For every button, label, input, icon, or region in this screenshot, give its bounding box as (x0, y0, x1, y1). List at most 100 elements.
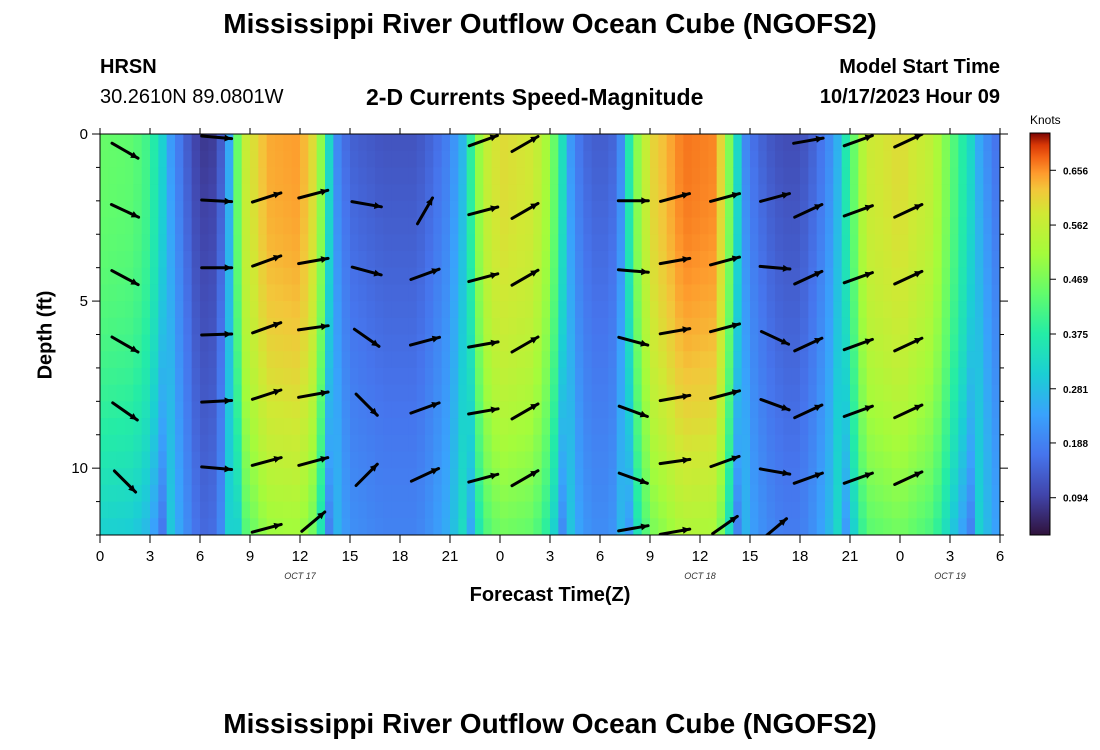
heatmap-cell (400, 217, 409, 235)
current-vector-arrow (250, 456, 283, 467)
heatmap-cell (550, 301, 559, 319)
current-vector-arrow (617, 471, 649, 485)
heatmap-cell (208, 518, 218, 535)
heatmap-cell (416, 384, 426, 402)
heatmap-cell (750, 484, 759, 503)
heatmap-cell (183, 384, 193, 402)
heatmap-cell (916, 301, 926, 319)
heatmap-cell (775, 184, 784, 202)
heatmap-cell (916, 501, 926, 519)
heatmap-cell (491, 418, 501, 436)
heatmap-cell (491, 167, 501, 185)
heatmap-cell (216, 434, 226, 453)
heatmap-cell (300, 334, 309, 352)
heatmap-cell (391, 351, 401, 369)
heatmap-cell (275, 284, 284, 302)
heatmap-cell (733, 267, 743, 285)
heatmap-cell (400, 401, 409, 419)
heatmap-cell (958, 167, 968, 185)
heatmap-cell (800, 250, 809, 269)
heatmap-cell (133, 301, 143, 319)
heatmap-cell (766, 150, 776, 169)
heatmap-cell (883, 401, 893, 419)
heatmap-cell (133, 451, 143, 469)
heatmap-cell (133, 384, 143, 402)
heatmap-cell (333, 484, 343, 503)
heatmap-cell (550, 367, 559, 386)
heatmap-cell (791, 167, 801, 185)
heatmap-cell (550, 501, 559, 519)
heatmap-cell (566, 267, 576, 285)
heatmap-cell (716, 468, 726, 486)
heatmap-cell (875, 267, 884, 285)
heatmap-cell (608, 334, 618, 352)
heatmap-cell (250, 217, 259, 235)
heatmap-cell (225, 234, 234, 252)
heatmap-cell (150, 434, 159, 453)
heatmap-cell (325, 518, 334, 535)
current-vector-arrow (350, 200, 383, 209)
heatmap-cell (650, 284, 659, 302)
current-vector-arrow (793, 336, 824, 353)
heatmap-cell (350, 134, 359, 152)
heatmap-cell (608, 301, 618, 319)
heatmap-cell (700, 301, 709, 319)
heatmap-cell (150, 200, 159, 219)
heatmap-cell (983, 468, 993, 486)
heatmap-cell (391, 284, 401, 302)
heatmap-cell (675, 134, 684, 152)
heatmap-cell (133, 184, 143, 202)
heatmap-cell (825, 200, 834, 219)
heatmap-cell (483, 167, 493, 185)
heatmap-cell (950, 134, 959, 152)
heatmap-cell (425, 167, 434, 185)
heatmap-cell (750, 451, 759, 469)
heatmap-cell (341, 267, 351, 285)
heatmap-cell (208, 501, 218, 519)
heatmap-cell (758, 200, 768, 219)
heatmap-cell (341, 317, 351, 336)
heatmap-cell (683, 167, 693, 185)
heatmap-cell (175, 301, 184, 319)
heatmap-cell (408, 167, 418, 185)
heatmap-cell (433, 134, 443, 152)
heatmap-cell (466, 451, 476, 469)
heatmap-cell (250, 200, 259, 219)
heatmap-cell (625, 134, 634, 152)
heatmap-cell (216, 501, 226, 519)
heatmap-cell (775, 451, 784, 469)
heatmap-cell (200, 334, 209, 352)
heatmap-cell (975, 401, 984, 419)
heatmap-cell (666, 418, 676, 436)
heatmap-cell (441, 217, 451, 235)
heatmap-cell (516, 501, 526, 519)
heatmap-cell (208, 150, 218, 169)
heatmap-cell (225, 267, 234, 285)
heatmap-cell (366, 267, 376, 285)
heatmap-cell (658, 484, 668, 503)
heatmap-cell (341, 518, 351, 535)
heatmap-cell (850, 367, 859, 386)
heatmap-cell (416, 150, 426, 169)
heatmap-cell (358, 384, 368, 402)
heatmap-cell (700, 384, 709, 402)
heatmap-cell (525, 518, 534, 535)
heatmap-cell (800, 334, 809, 352)
heatmap-cell (533, 284, 543, 302)
heatmap-cell (275, 434, 284, 453)
heatmap-cell (483, 301, 493, 319)
heatmap-cell (550, 418, 559, 436)
heatmap-cell (583, 351, 593, 369)
heatmap-cell (483, 451, 493, 469)
heatmap-cell (491, 284, 501, 302)
heatmap-cell (800, 284, 809, 302)
heatmap-cell (300, 468, 309, 486)
heatmap-cell (691, 518, 701, 535)
heatmap-cell (708, 250, 718, 269)
heatmap-cell (533, 434, 543, 453)
heatmap-cell (541, 267, 551, 285)
heatmap-cell (125, 434, 134, 453)
heatmap-cell (433, 367, 443, 386)
heatmap-cell (175, 351, 184, 369)
heatmap-cell (375, 200, 384, 219)
